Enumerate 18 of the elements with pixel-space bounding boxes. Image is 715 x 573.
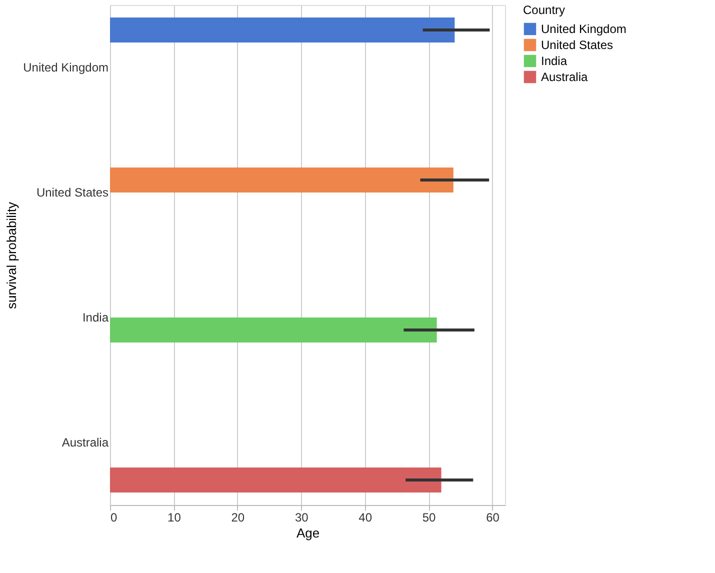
- y-tick-label: United Kingdom: [23, 60, 108, 74]
- x-tick-label: 30: [294, 510, 309, 524]
- x-tick-label: 60: [486, 510, 500, 524]
- legend-label: United States: [541, 38, 614, 52]
- legend-title: Country: [523, 3, 566, 17]
- x-tick-label: 40: [358, 510, 372, 524]
- legend-label: Australia: [541, 70, 588, 84]
- y-axis-title: survival probability: [4, 202, 20, 309]
- x-tick-label: 50: [422, 510, 436, 524]
- x-tick-label: 10: [168, 510, 182, 524]
- x-tick-label: 0: [110, 510, 118, 524]
- legend-label: United Kingdom: [541, 22, 626, 36]
- legend-label: India: [541, 54, 568, 68]
- x-tick-label: 20: [231, 510, 245, 524]
- y-tick-label: India: [82, 310, 109, 324]
- y-tick-label: United States: [36, 186, 108, 200]
- y-tick-label: Australia: [62, 436, 109, 450]
- x-axis-title: Age: [296, 526, 320, 540]
